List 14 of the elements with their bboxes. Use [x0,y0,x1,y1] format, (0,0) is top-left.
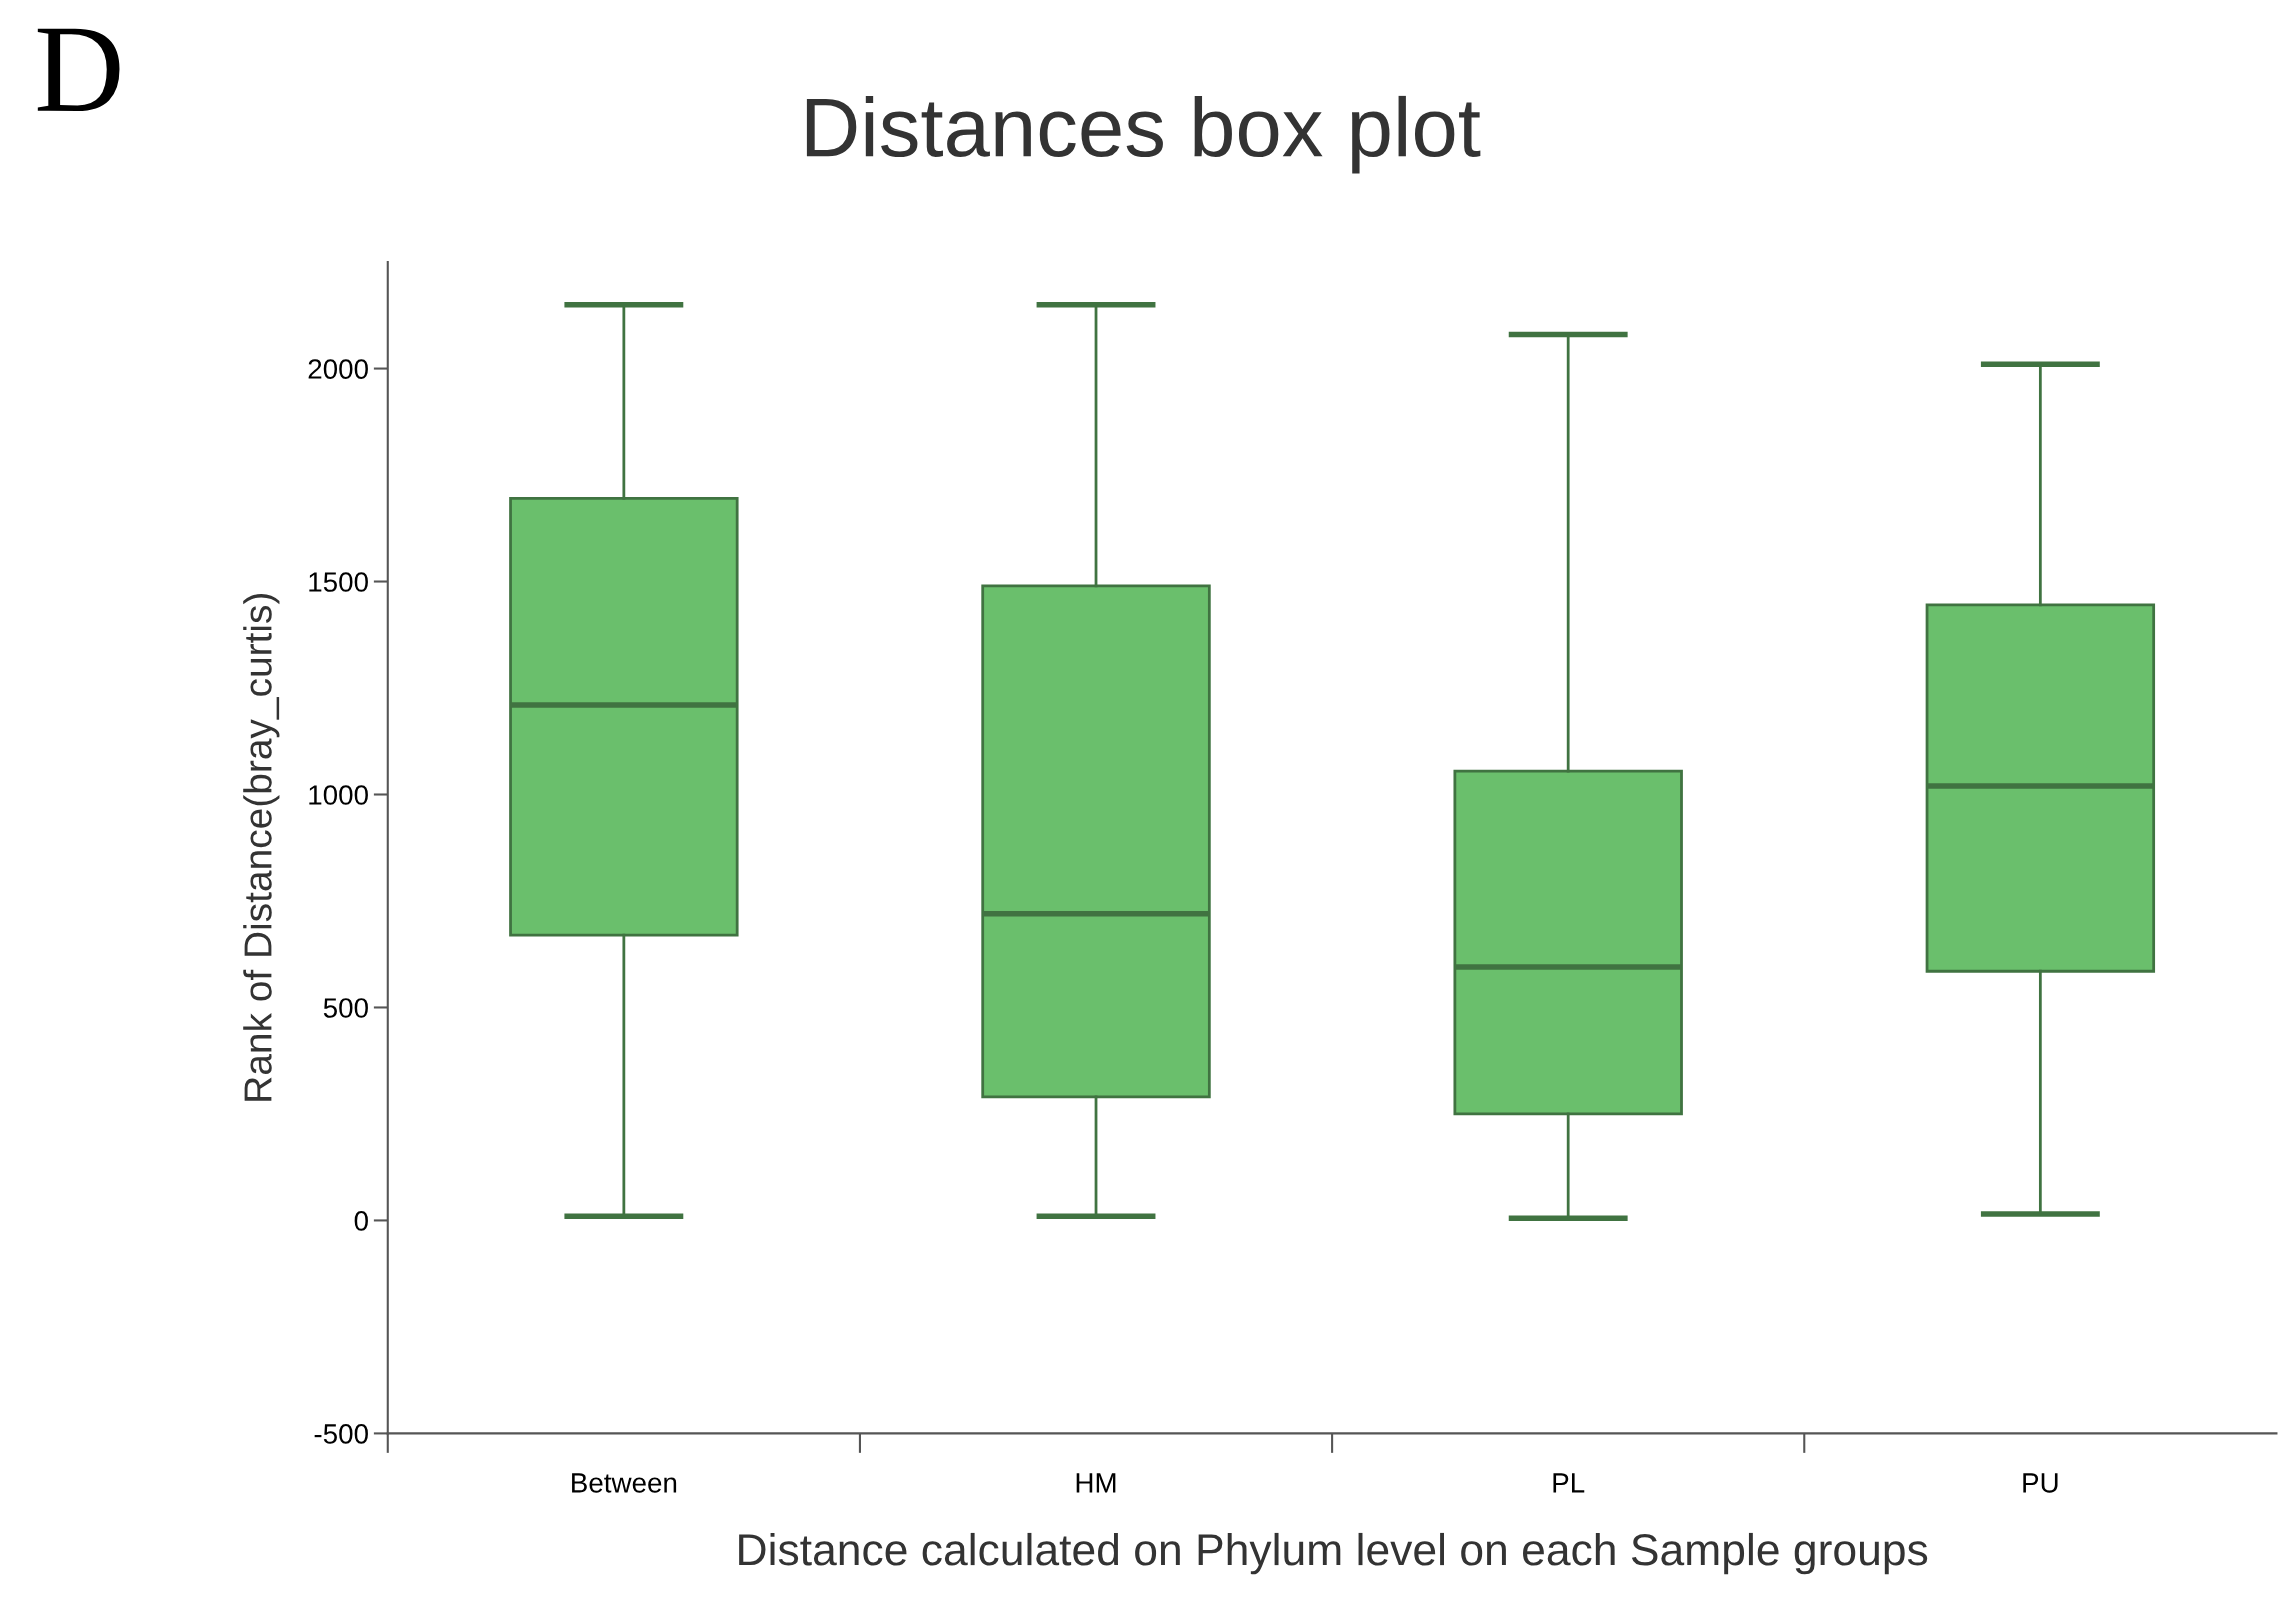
x-axis-title: Distance calculated on Phylum level on each Sample groups [739,1532,1928,1575]
y-axis-title: Rank of Distance(bray_curtis) [243,594,280,1101]
y-tick-label: 1000 [309,785,368,805]
y-tick-label: 1500 [309,572,368,592]
text: D [37,28,120,111]
y-tick-label: 0 [354,1211,368,1231]
x-tick-label: PU [2023,1473,2058,1493]
x-tick-label: PL [1553,1473,1585,1493]
x-tick-label: HM [1076,1473,1116,1493]
chart-title: Distances box plot [806,95,1481,174]
y-tick-label: -500 [314,1424,368,1444]
y-tick-label: 2000 [308,359,368,379]
y-tick-label: 500 [323,998,368,1018]
x-tick-label: Between [572,1473,677,1493]
